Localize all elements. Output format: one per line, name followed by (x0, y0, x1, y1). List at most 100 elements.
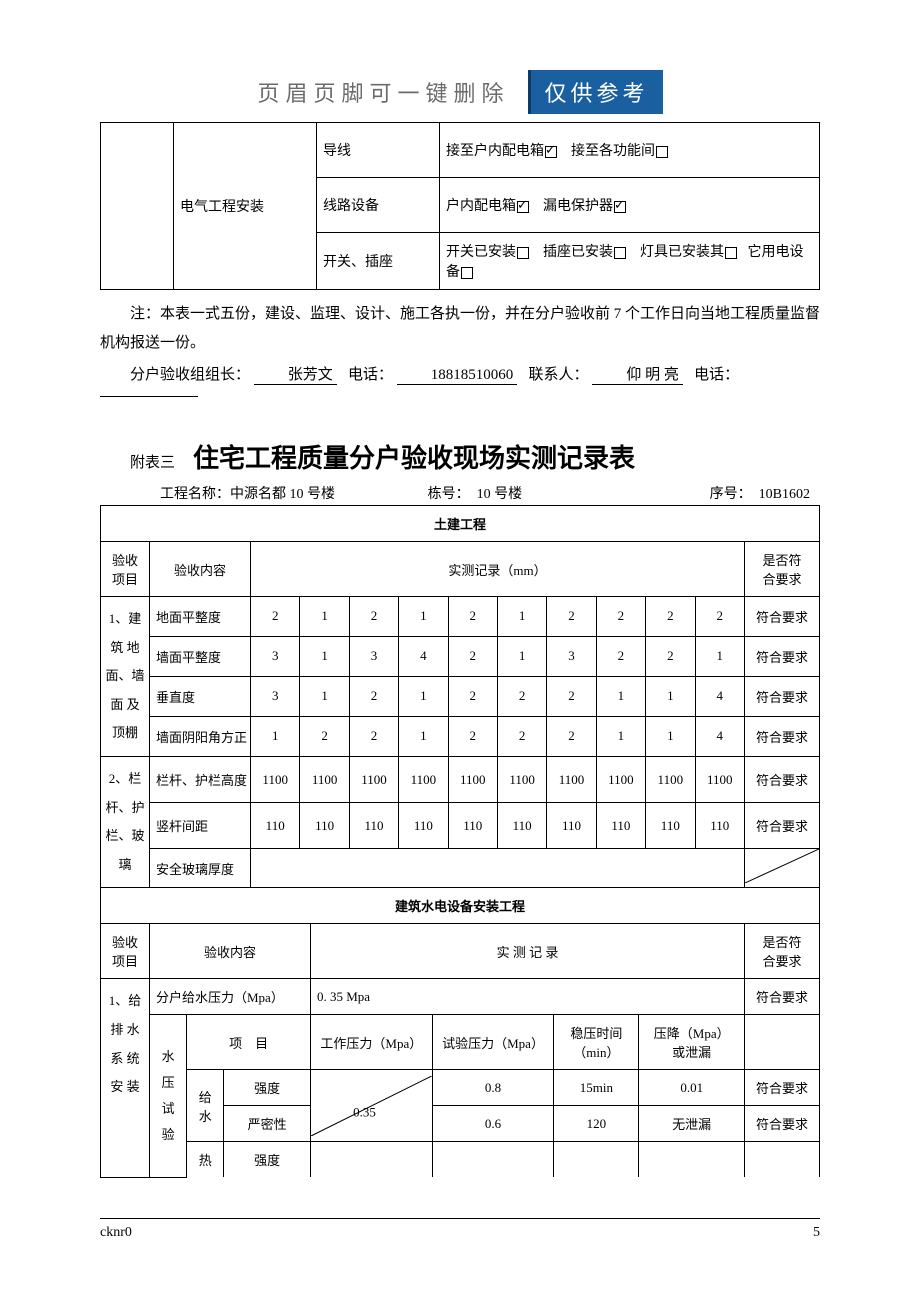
cell: 3 (251, 676, 300, 716)
cell: 2 (646, 636, 695, 676)
cell: 1 (646, 676, 695, 716)
cell: 2 (596, 597, 645, 637)
cell: 2 (349, 716, 398, 756)
checkbox-icon (656, 146, 668, 158)
header-text: 页眉页脚可一键删除 (257, 76, 509, 108)
col-header: 试验压力（Mpa） (432, 1015, 554, 1070)
cell: 1 (300, 597, 349, 637)
civil-table: 土建工程 验收 项目 验收内容 实测记录（mm） 是否符 合要求 1、建 筑 地… (100, 506, 820, 888)
cell: 1100 (399, 756, 448, 802)
row-label: 强度 (224, 1142, 311, 1178)
row-pass (745, 1142, 820, 1178)
cell: 110 (497, 803, 546, 849)
option-label: 漏电保护器 (543, 199, 613, 214)
signature-line: 分户验收组组长： 张芳文 电话： 18818510060 联系人： 仰 明 亮 … (100, 363, 820, 402)
cell: 2 (448, 597, 497, 637)
cat-label: 给 水 (187, 1070, 224, 1142)
cell: 110 (547, 803, 596, 849)
cell: 4 (399, 636, 448, 676)
col-header: 是否符 合要求 (745, 542, 820, 597)
meta-value: 中源名都 10 号楼 (230, 487, 335, 502)
item-cell: 开关、插座 (317, 233, 440, 290)
meta-label: 工程名称： (160, 487, 230, 502)
cell: 3 (349, 636, 398, 676)
cell: 110 (251, 803, 300, 849)
row-label: 强度 (224, 1070, 311, 1106)
row-pass: 符合要求 (745, 636, 820, 676)
cell: 0.8 (432, 1070, 554, 1106)
cat-label: 热 (187, 1142, 224, 1178)
cell: 1 (596, 676, 645, 716)
option-label: 插座已安装 (543, 245, 613, 260)
cell: 1100 (547, 756, 596, 802)
sig-label: 电话： (694, 367, 739, 383)
cell: 1100 (497, 756, 546, 802)
cell: 1 (300, 636, 349, 676)
cell: 4 (695, 716, 744, 756)
row-pass (745, 849, 820, 888)
sig-contact: 仰 明 亮 (592, 363, 683, 385)
cell: 2 (349, 597, 398, 637)
row-pass: 符合要求 (745, 1070, 820, 1106)
cell: 110 (646, 803, 695, 849)
option-label: 接至各功能间 (571, 144, 655, 159)
diagonal-cell: 0.35 (311, 1076, 432, 1136)
cell: 110 (596, 803, 645, 849)
col-header: 验收 项目 (101, 542, 150, 597)
group-label: 1、建 筑 地 面、墙 面 及 顶棚 (101, 597, 150, 757)
cell: 2 (448, 636, 497, 676)
row-label: 垂直度 (150, 676, 251, 716)
group-label: 1、给 排 水 系 统 安 装 (101, 979, 150, 1178)
group-label: 2、栏 杆、护 栏、玻 璃 (101, 756, 150, 887)
cell: 1 (399, 597, 448, 637)
category-cell: 电气工程安装 (174, 123, 317, 290)
cell: 2 (497, 676, 546, 716)
col-header: 验收内容 (150, 542, 251, 597)
row-pass: 符合要求 (745, 756, 820, 802)
cell: 2 (349, 676, 398, 716)
cell: 3 (251, 636, 300, 676)
cell: 3 (547, 636, 596, 676)
cell: 110 (300, 803, 349, 849)
header-badge: 仅供参考 (528, 70, 663, 114)
footer-right: 5 (813, 1225, 820, 1241)
cell: 无泄漏 (639, 1106, 745, 1142)
note-text: 注：本表一式五份，建设、监理、设计、施工各执一份，并在分户验收前 7 个工作日向… (100, 300, 820, 357)
row-pass: 符合要求 (745, 803, 820, 849)
title-main: 住宅工程质量分户验收现场实测记录表 (193, 438, 635, 475)
col-header: 实 测 记 录 (311, 924, 745, 979)
cell: 110 (399, 803, 448, 849)
row-pass: 符合要求 (745, 1106, 820, 1142)
cell: 1 (596, 716, 645, 756)
cell: 15min (554, 1070, 639, 1106)
cell: 4 (695, 676, 744, 716)
meta-label: 序号： (710, 487, 752, 502)
meta-row: 工程名称：中源名都 10 号楼 栋号： 10 号楼 序号： 10B1602 (100, 483, 820, 506)
work-pressure-value: 0.35 (353, 1104, 376, 1120)
checkbox-icon (725, 247, 737, 259)
checkbox-icon (545, 146, 557, 158)
cell (251, 849, 745, 888)
cell: 2 (596, 636, 645, 676)
row-label: 安全玻璃厚度 (150, 849, 251, 888)
cell: 2 (251, 597, 300, 637)
cell: 1100 (300, 756, 349, 802)
row-label: 墙面平整度 (150, 636, 251, 676)
row-value: 0. 35 Mpa (311, 979, 745, 1015)
option-label: 开关已安装 (446, 245, 516, 260)
cell: 1100 (646, 756, 695, 802)
sig-phone: 18818510060 (397, 367, 518, 385)
checkbox-icon (614, 247, 626, 259)
cell: 110 (448, 803, 497, 849)
option-label: 接至户内配电箱 (446, 144, 544, 159)
form-title: 附表三 住宅工程质量分户验收现场实测记录表 (100, 438, 820, 475)
cell: 1100 (695, 756, 744, 802)
meta-label: 栋号： (428, 487, 470, 502)
row-label: 栏杆、护栏高度 (150, 756, 251, 802)
cell: 1 (300, 676, 349, 716)
row-label: 墙面阴阳角方正 (150, 716, 251, 756)
sig-label: 联系人： (529, 367, 589, 383)
row-pass: 符合要求 (745, 716, 820, 756)
cell: 1100 (596, 756, 645, 802)
meta-value: 10 号楼 (477, 487, 523, 502)
